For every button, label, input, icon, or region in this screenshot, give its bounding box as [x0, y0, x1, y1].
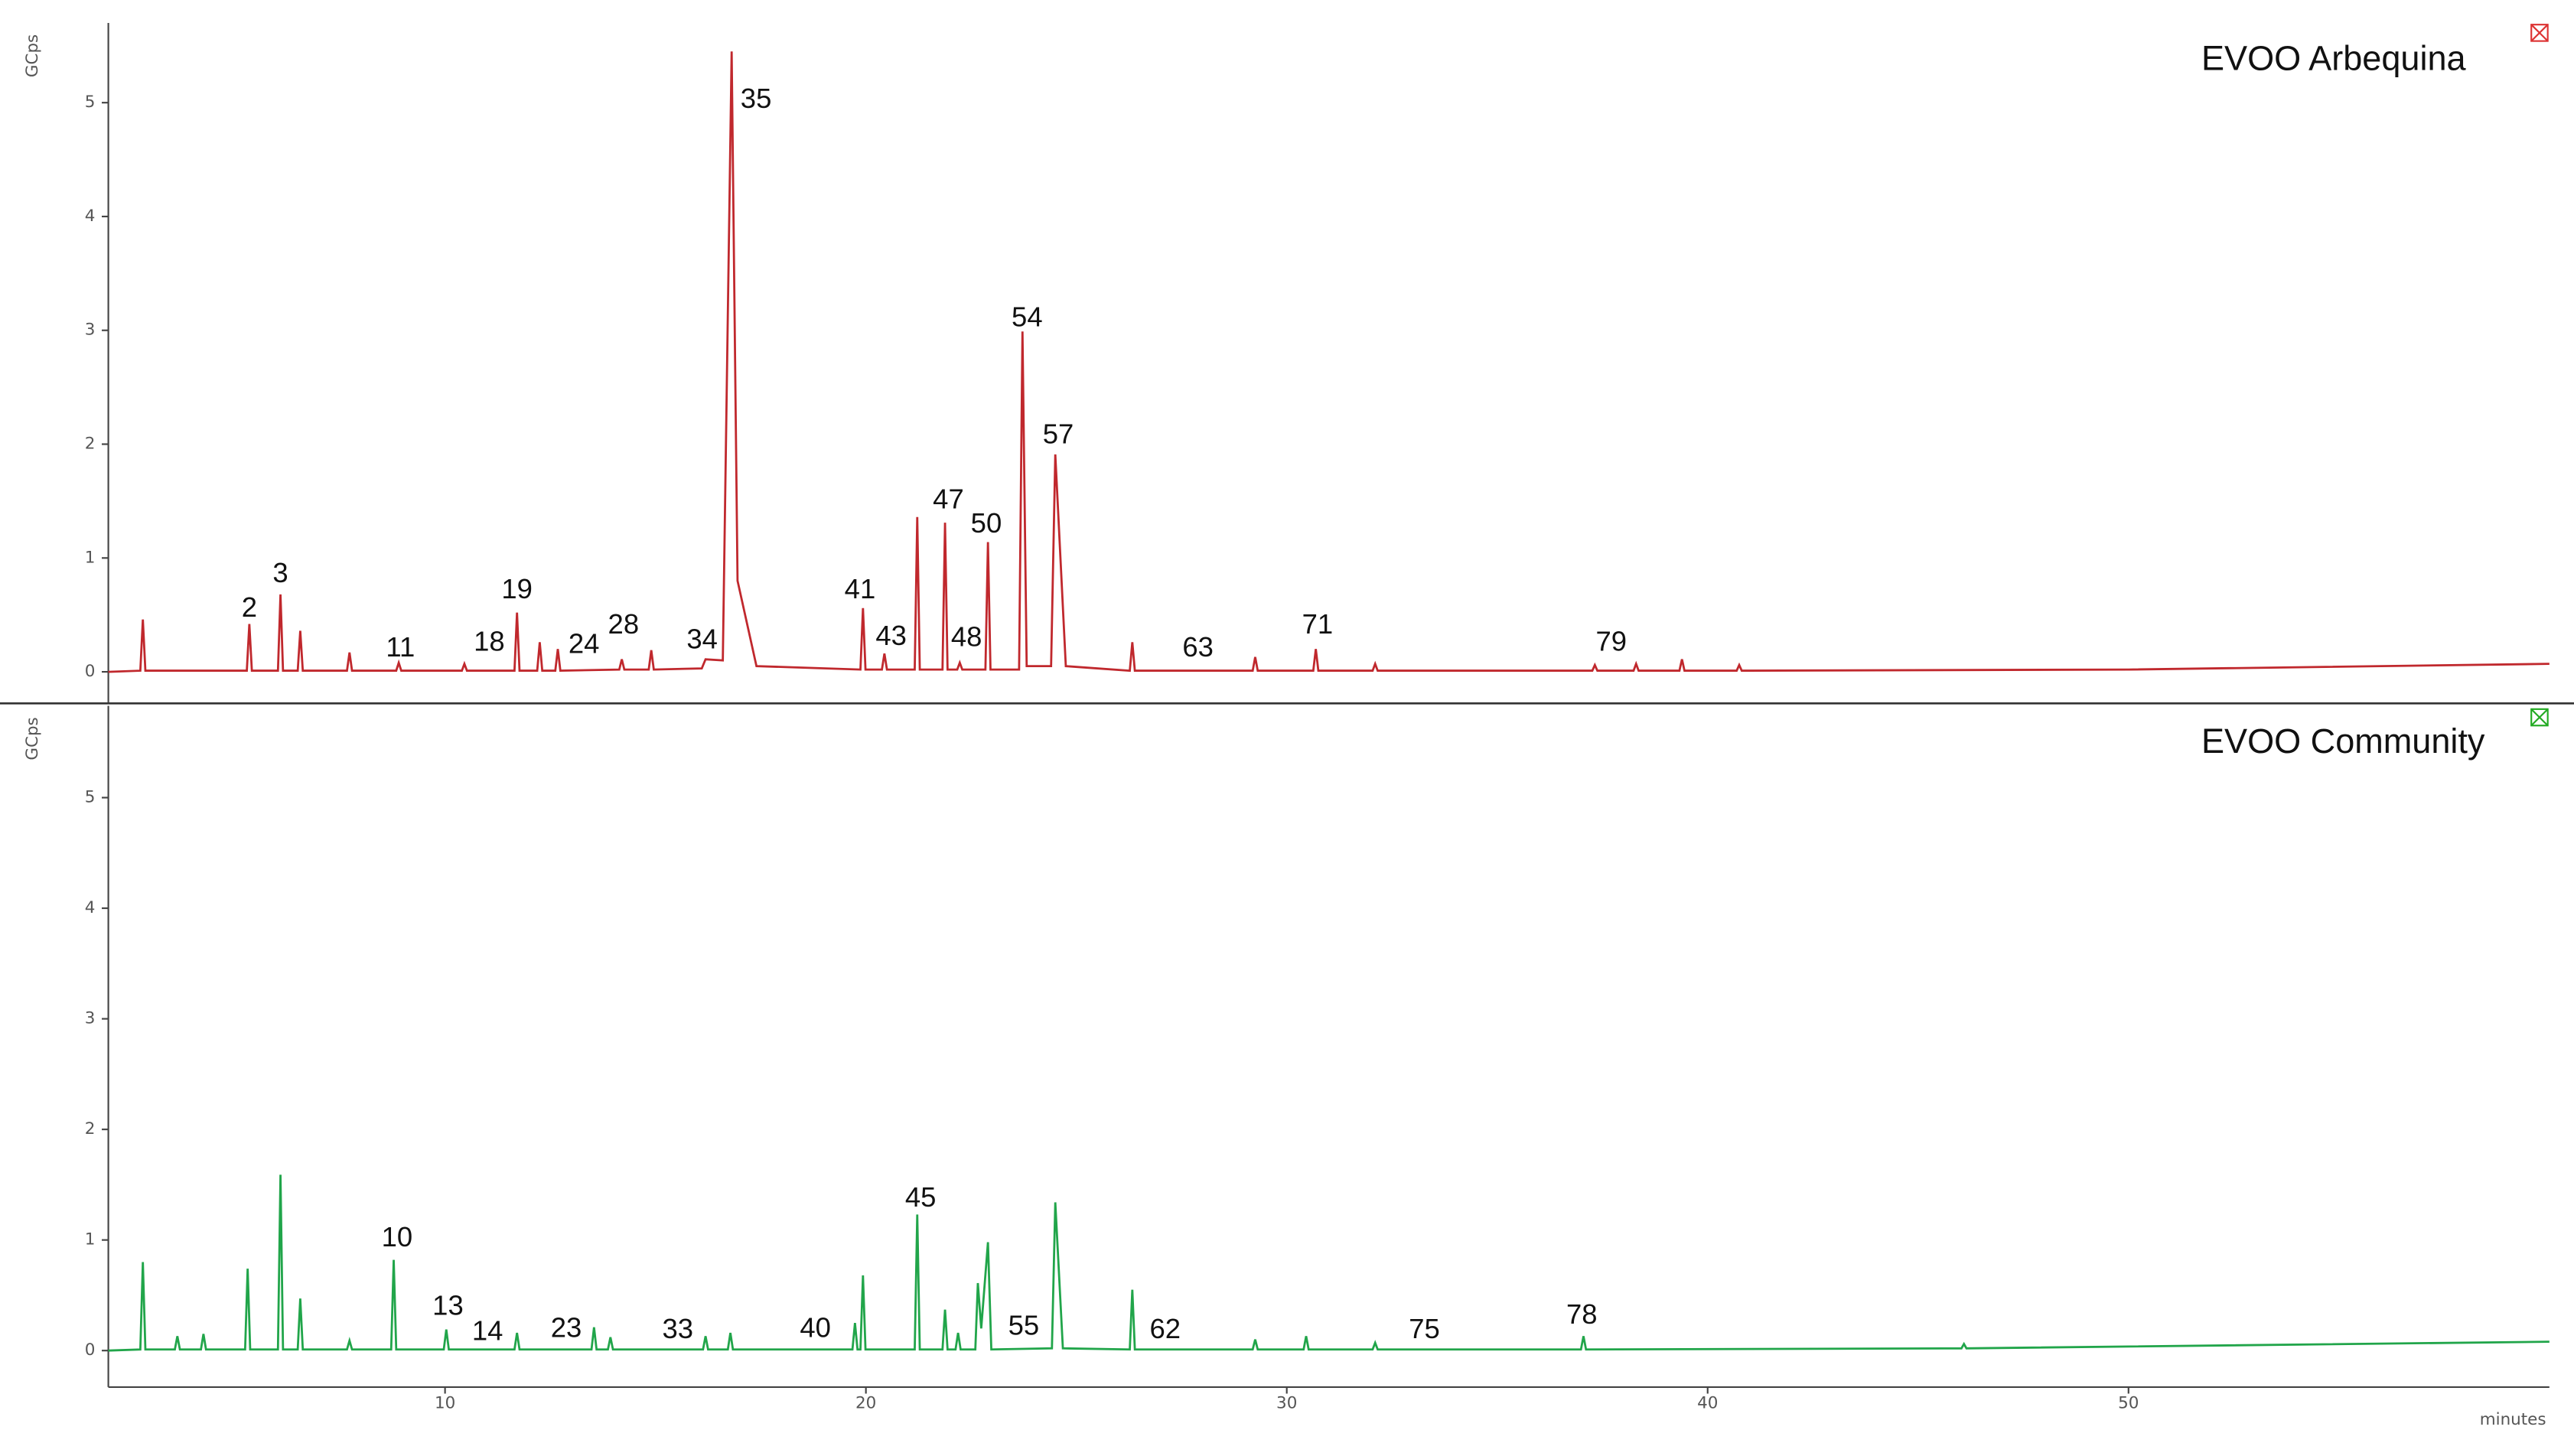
peak-label: 62: [1149, 1313, 1181, 1344]
peak-label: 40: [800, 1311, 831, 1343]
y-tick-label: 1: [85, 1230, 96, 1249]
peak-label: 11: [386, 631, 415, 663]
peak-label: 24: [569, 627, 600, 659]
peak-label: 13: [432, 1289, 464, 1321]
y-tick-label: 4: [85, 207, 96, 226]
peak-label: 18: [474, 626, 505, 657]
trace: [108, 51, 2550, 673]
panel-title: EVOO Arbequina: [2201, 38, 2467, 77]
x-tick-label: 10: [435, 1393, 455, 1412]
peak-label: 63: [1182, 631, 1214, 663]
peak-label: 33: [663, 1313, 694, 1344]
peak-label: 79: [1595, 626, 1627, 657]
y-axis-label: GCps: [23, 34, 42, 77]
peak-label: 47: [933, 484, 964, 515]
x-tick-label: 40: [1697, 1393, 1718, 1412]
y-tick-label: 0: [85, 662, 96, 681]
y-tick-label: 2: [85, 1119, 96, 1138]
x-tick-label: 20: [855, 1393, 876, 1412]
y-tick-label: 0: [85, 1340, 96, 1360]
trace: [108, 1174, 2550, 1352]
x-tick-label: 50: [2118, 1393, 2139, 1412]
peak-label: 41: [845, 573, 876, 604]
peak-label: 34: [686, 624, 718, 655]
x-tick-label: 30: [1276, 1393, 1297, 1412]
peak-label: 10: [382, 1221, 413, 1252]
peak-label: 45: [905, 1181, 937, 1213]
peak-label: 75: [1409, 1313, 1440, 1344]
close-icon-green: [2530, 708, 2549, 727]
peak-label: 3: [272, 557, 288, 588]
peak-label: 43: [875, 620, 907, 651]
peak-label: 19: [501, 573, 533, 604]
close-icon-red: [2530, 24, 2549, 42]
x-axis-label: minutes: [2480, 1410, 2546, 1429]
peak-label: 35: [741, 83, 772, 114]
peak-label: 23: [551, 1311, 582, 1343]
peak-label: 57: [1043, 419, 1074, 450]
peak-label: 28: [608, 608, 640, 640]
peak-label: 2: [242, 591, 257, 623]
peak-label: 48: [951, 621, 982, 653]
peak-label: 54: [1012, 301, 1043, 333]
y-tick-label: 5: [85, 93, 96, 112]
y-tick-label: 3: [85, 1009, 96, 1028]
peak-label: 71: [1302, 608, 1334, 640]
y-tick-label: 4: [85, 898, 96, 917]
peak-label: 14: [472, 1315, 503, 1347]
peak-label: 78: [1566, 1298, 1598, 1330]
y-tick-label: 1: [85, 548, 96, 567]
y-tick-label: 2: [85, 435, 96, 454]
y-tick-label: 3: [85, 321, 96, 340]
peak-label: 50: [971, 507, 1002, 539]
y-axis-label: GCps: [23, 717, 42, 760]
peak-label: 55: [1008, 1309, 1040, 1340]
panel-title: EVOO Community: [2201, 721, 2485, 761]
y-tick-label: 5: [85, 788, 96, 807]
